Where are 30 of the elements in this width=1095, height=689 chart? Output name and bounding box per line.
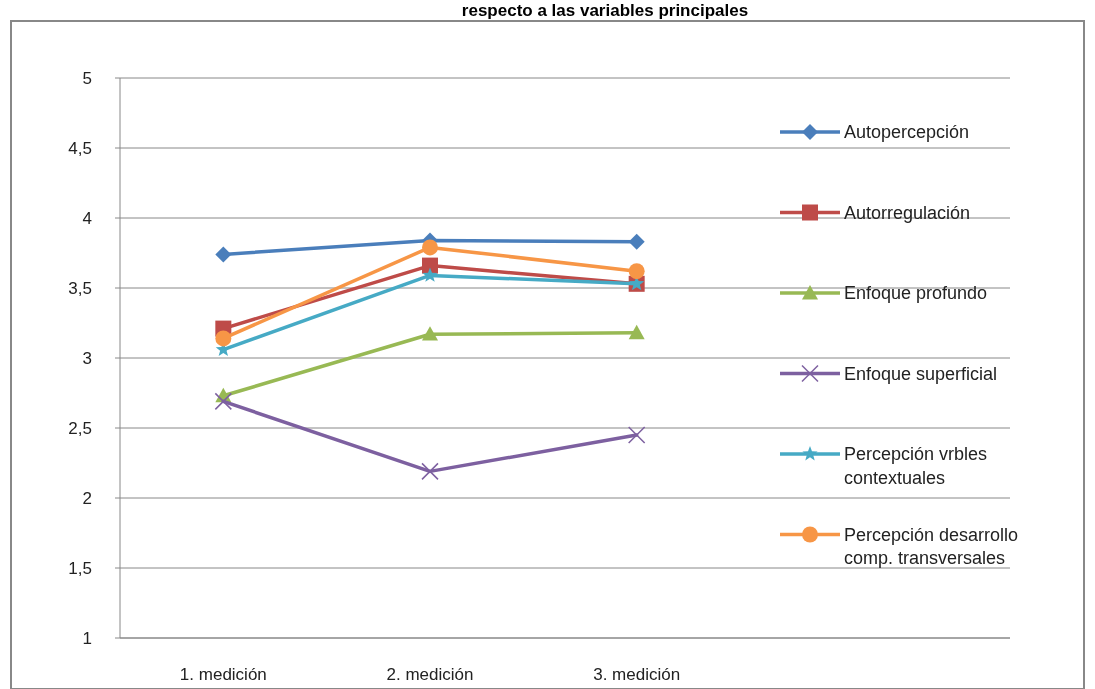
point: [422, 326, 438, 341]
y-tick-label: 5: [82, 68, 92, 88]
x-tick-label: 3. medición: [593, 665, 681, 684]
point: [628, 324, 645, 340]
point: [627, 426, 646, 444]
point: [215, 330, 232, 347]
y-tick-label: 1: [82, 628, 92, 648]
point: [628, 263, 645, 280]
legend-label: Autorregulación: [844, 202, 971, 223]
legend-label: Enfoque superficial: [844, 363, 998, 384]
y-tick-label: 2,5: [68, 418, 92, 438]
point: [628, 233, 645, 250]
y-tick-label: 1,5: [68, 558, 92, 578]
legend-label: Enfoque profundo: [844, 283, 988, 304]
point: [421, 462, 439, 481]
y-tick-label: 3,5: [68, 278, 92, 298]
point: [422, 267, 438, 282]
y-tick-label: 3: [82, 348, 92, 368]
y-tick-label: 2: [82, 488, 92, 508]
legend-label: Percepción vrbles contextuales: [844, 444, 988, 488]
x-tick-label: 1. medición: [179, 665, 267, 684]
x-tick-label: 2. medición: [386, 665, 474, 684]
legend-label: Percepción desarrollo comp. transversales: [844, 524, 1019, 569]
point: [215, 246, 232, 263]
chart-title: respecto a las variables principales: [461, 1, 749, 20]
point: [214, 392, 233, 411]
point: [422, 239, 438, 256]
y-tick-label: 4,5: [68, 138, 92, 158]
legend-label: Autopercepción: [844, 122, 970, 143]
y-tick-label: 4: [82, 208, 92, 228]
